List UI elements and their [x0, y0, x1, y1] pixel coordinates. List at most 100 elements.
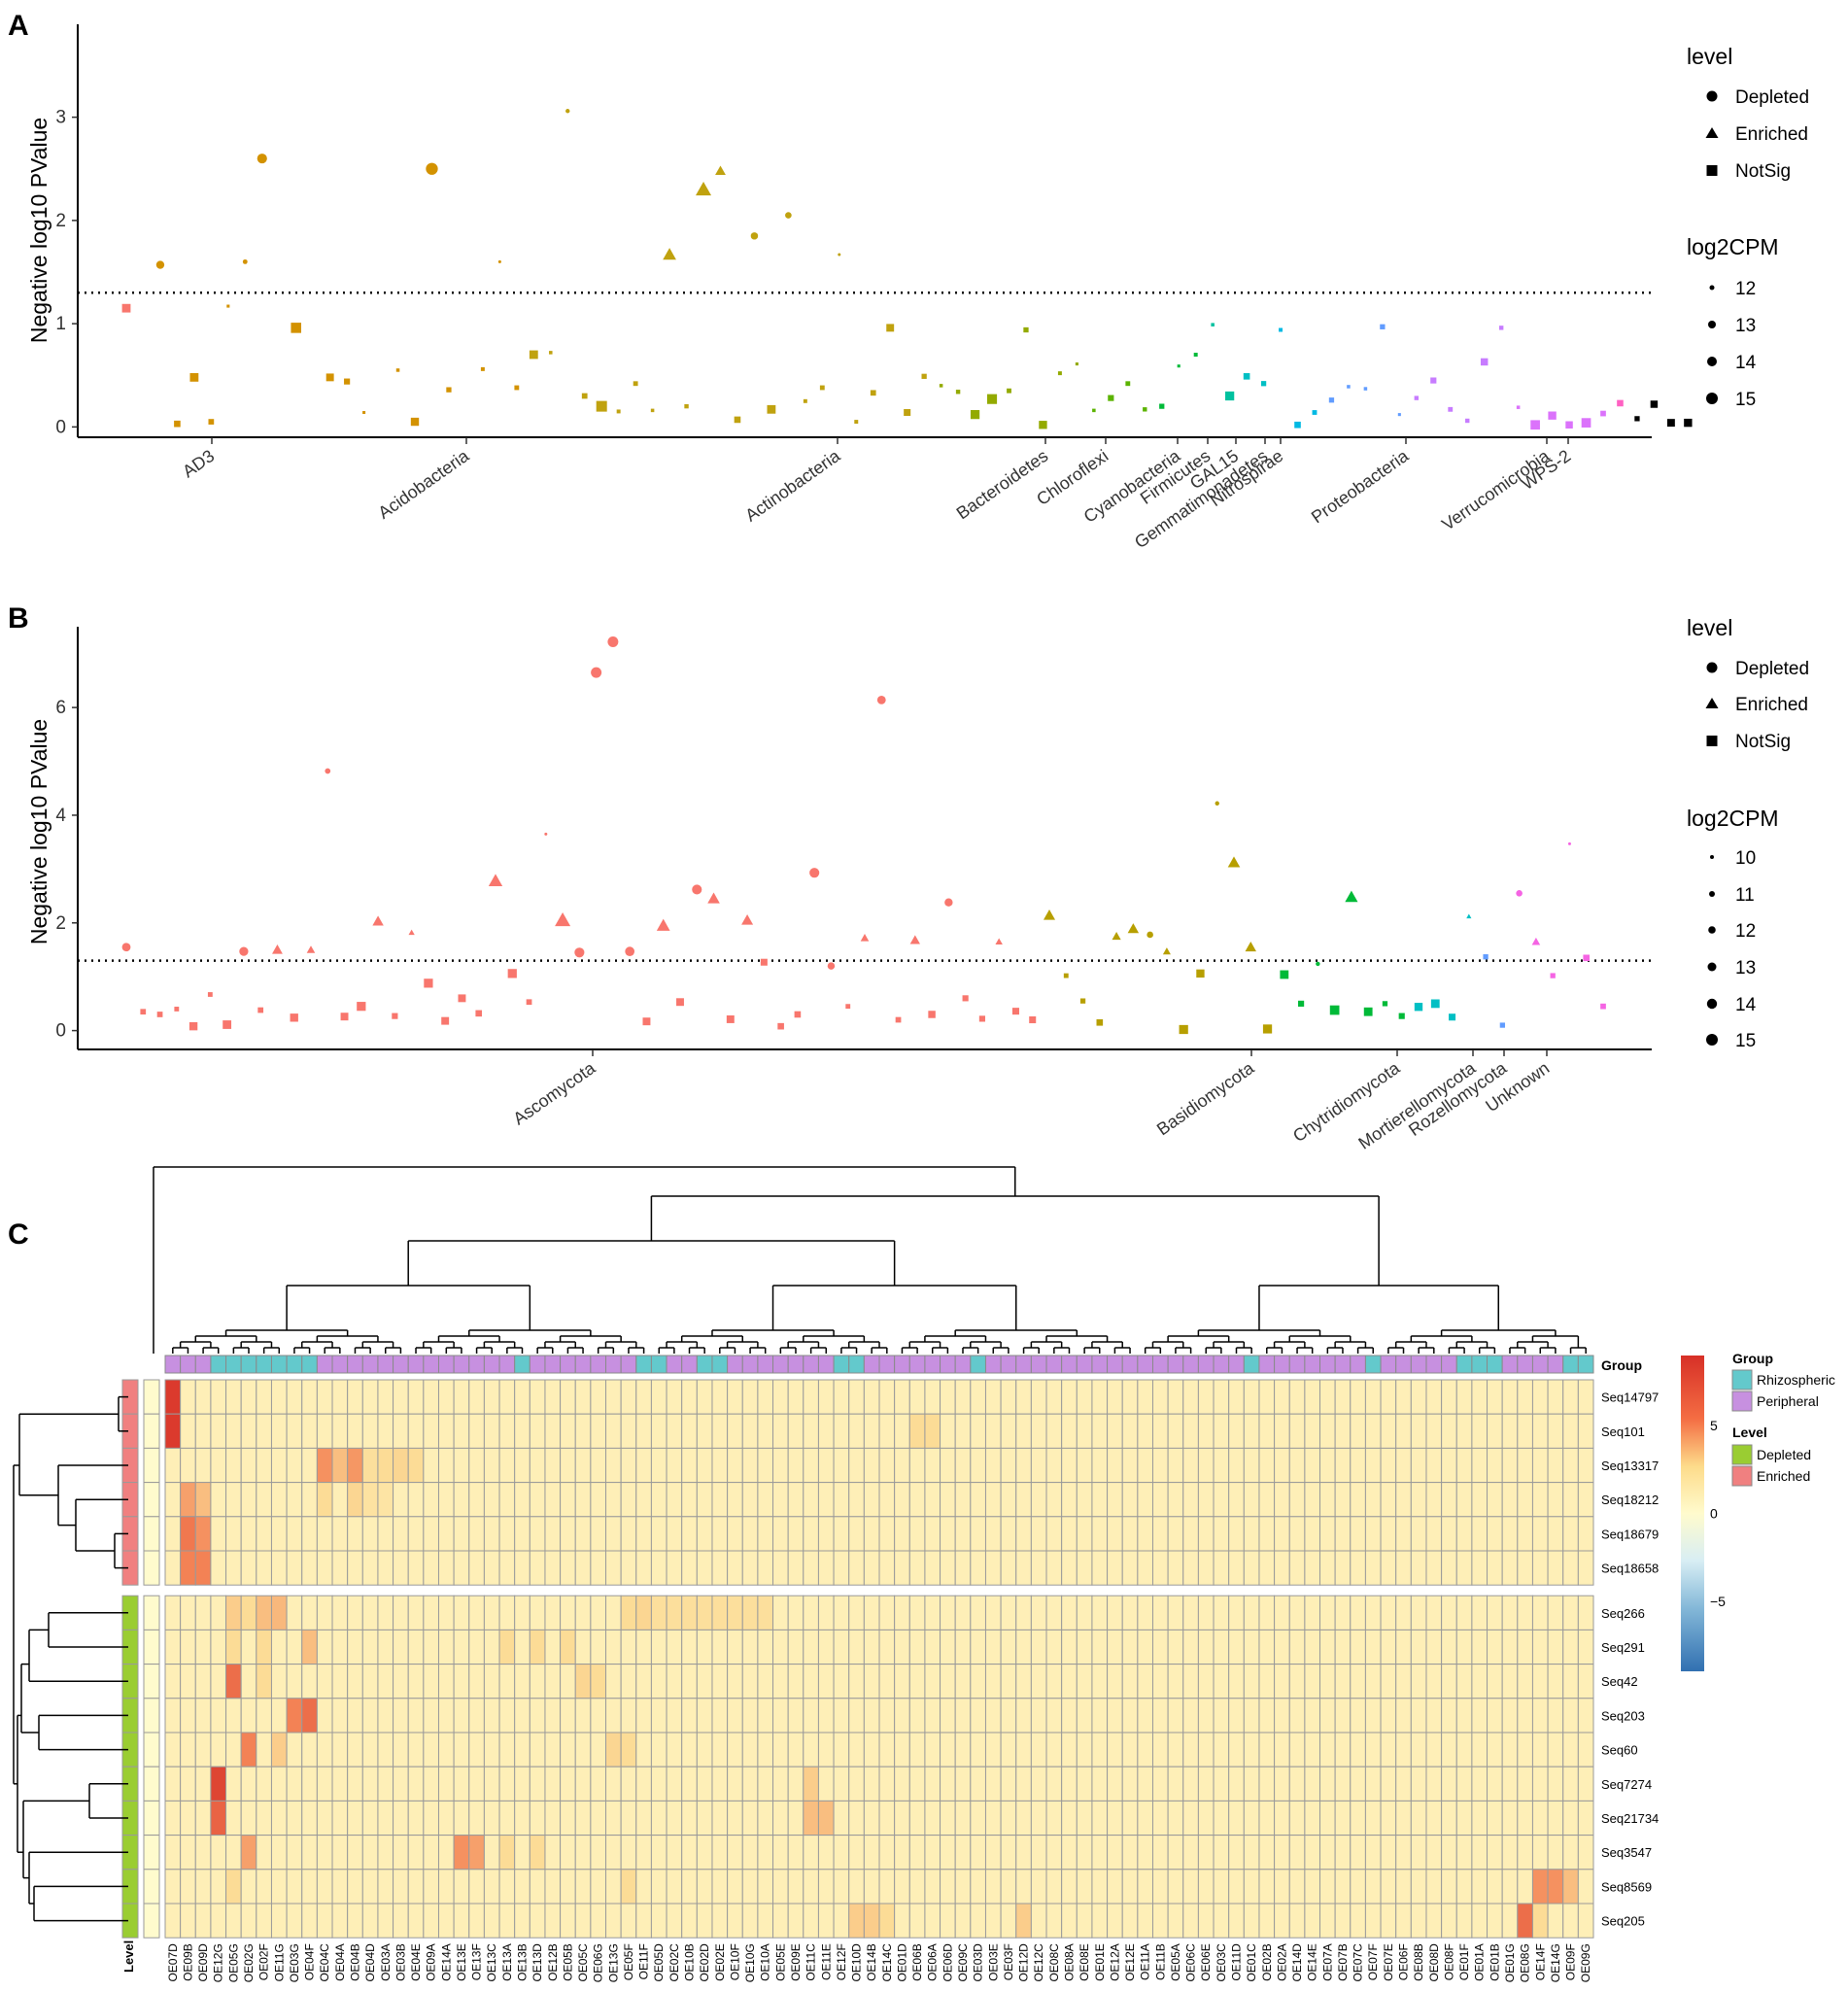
heatmap-cell: [940, 1595, 956, 1631]
row-spacer-cell: [143, 1664, 160, 1699]
heatmap-cell: [1167, 1835, 1184, 1871]
heatmap-cell: [741, 1550, 759, 1586]
heatmap-cell: [1288, 1550, 1306, 1586]
heatmap-cell: [225, 1664, 242, 1699]
heatmap-cell: [453, 1903, 470, 1939]
heatmap-cell: [984, 1379, 1002, 1415]
column-group-annotation: [301, 1355, 318, 1374]
heatmap-cell: [514, 1869, 530, 1905]
heatmap-cell: [1517, 1698, 1533, 1734]
heatmap-cell: [1167, 1766, 1184, 1802]
heatmap-cell: [940, 1869, 956, 1905]
heatmap-cell: [256, 1482, 272, 1518]
heatmap-cell: [848, 1835, 865, 1871]
heatmap-cell: [1228, 1664, 1245, 1699]
data-point: [854, 420, 859, 425]
heatmap-cell: [772, 1664, 789, 1699]
heatmap-cell: [483, 1413, 500, 1449]
heatmap-cell: [210, 1550, 227, 1586]
heatmap-cell: [210, 1482, 227, 1518]
heatmap-cell: [711, 1379, 729, 1415]
heatmap-cell: [437, 1379, 455, 1415]
column-group-annotation: [1547, 1355, 1564, 1374]
legend-size-a: log2CPM 12 13 14 15: [1687, 234, 1779, 410]
heatmap-cell: [1334, 1550, 1352, 1586]
heatmap-cell: [1107, 1550, 1123, 1586]
heatmap-cell: [514, 1595, 530, 1631]
category-label: Bacteroidetes: [953, 446, 1052, 524]
heatmap-cell: [483, 1869, 500, 1905]
heatmap-cell: [1243, 1447, 1260, 1484]
heatmap-column-label: OE06B: [910, 1943, 924, 1981]
heatmap-cell: [970, 1379, 986, 1415]
column-group-annotation: [1030, 1355, 1047, 1374]
heatmap-cell: [1121, 1903, 1139, 1939]
heatmap-cell: [1562, 1903, 1579, 1939]
data-point: [156, 1012, 163, 1017]
legend-size-11: 11: [1735, 885, 1755, 906]
heatmap-cell: [361, 1732, 379, 1768]
data-point: [1516, 889, 1523, 897]
heatmap-cell: [894, 1550, 910, 1586]
data-point: [1125, 381, 1131, 387]
heatmap-cell: [878, 1595, 896, 1631]
heatmap-cell: [361, 1698, 379, 1734]
heatmap-cell: [347, 1664, 363, 1699]
heatmap-cell: [848, 1698, 865, 1734]
heatmap-cell: [1288, 1698, 1306, 1734]
heatmap-cell: [650, 1835, 667, 1871]
heatmap-row-label: Seq60: [1601, 1743, 1638, 1758]
heatmap-cell: [1137, 1595, 1153, 1631]
heatmap-cell: [1213, 1447, 1230, 1484]
column-group-annotation: [1045, 1355, 1063, 1374]
heatmap-cell: [544, 1869, 562, 1905]
heatmap-cell: [1455, 1800, 1473, 1837]
heatmap-cell: [863, 1413, 880, 1449]
heatmap-cell: [635, 1595, 652, 1631]
heatmap-cell: [1228, 1595, 1245, 1631]
heatmap-cell: [437, 1698, 455, 1734]
heatmap-column-label: OE02B: [1260, 1943, 1274, 1981]
heatmap-cell: [620, 1732, 637, 1768]
heatmap-cell: [620, 1379, 637, 1415]
heatmap-cell: [393, 1595, 409, 1631]
heatmap-cell: [757, 1664, 774, 1699]
heatmap-cell: [757, 1516, 774, 1552]
heatmap-cell: [878, 1482, 896, 1518]
heatmap-cell: [544, 1766, 562, 1802]
heatmap-cell: [863, 1698, 880, 1734]
heatmap-cell: [666, 1869, 683, 1905]
heatmap-cell: [1501, 1869, 1519, 1905]
heatmap-cell: [1410, 1835, 1427, 1871]
heatmap-cell: [1121, 1629, 1139, 1665]
heatmap-cell: [1015, 1629, 1032, 1665]
heatmap-cell: [468, 1413, 485, 1449]
heatmap-cell: [423, 1379, 439, 1415]
data-point: [1499, 1022, 1506, 1028]
heatmap-cell: [908, 1413, 926, 1449]
column-group-annotation: [1380, 1355, 1397, 1374]
column-group-annotation: [1107, 1355, 1123, 1374]
heatmap-cell: [1182, 1447, 1199, 1484]
heatmap-cell: [1441, 1482, 1457, 1518]
heatmap-row-label: Seq18212: [1601, 1493, 1659, 1507]
heatmap-cell: [650, 1800, 667, 1837]
heatmap-cell: [1213, 1869, 1230, 1905]
heatmap-cell: [1425, 1800, 1443, 1837]
heatmap-cell: [970, 1447, 986, 1484]
heatmap-cell: [1030, 1800, 1047, 1837]
heatmap-cell: [1243, 1698, 1260, 1734]
data-point: [1600, 1003, 1606, 1010]
column-group-annotation: [1137, 1355, 1153, 1374]
heatmap-cell: [256, 1800, 272, 1837]
heatmap-row-label: Seq42: [1601, 1674, 1638, 1689]
heatmap-cell: [1471, 1698, 1489, 1734]
heatmap-cell: [468, 1800, 485, 1837]
data-point: [794, 1011, 802, 1018]
heatmap-cell: [1274, 1516, 1290, 1552]
heatmap-cell: [650, 1732, 667, 1768]
heatmap-cell: [1091, 1550, 1109, 1586]
data-point: [676, 998, 684, 1007]
heatmap-cell: [1107, 1595, 1123, 1631]
heatmap-cell: [954, 1550, 972, 1586]
